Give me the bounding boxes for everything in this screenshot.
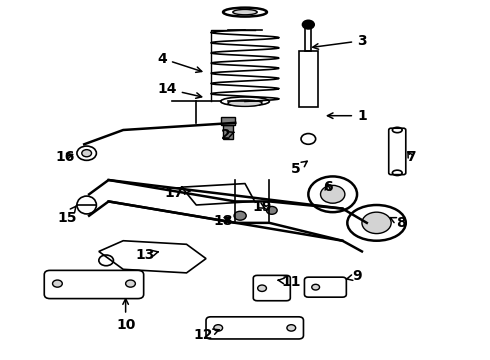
Text: 9: 9 [346,269,362,283]
Text: 6: 6 [323,180,333,194]
Ellipse shape [228,100,262,107]
Ellipse shape [287,325,295,331]
Ellipse shape [82,150,92,157]
Ellipse shape [125,280,135,287]
Text: 10: 10 [116,299,135,332]
Text: 12: 12 [194,328,219,342]
Ellipse shape [214,325,222,331]
Text: 17: 17 [165,185,190,199]
Text: 1: 1 [327,109,367,123]
Text: 5: 5 [291,161,307,176]
Text: 16: 16 [55,150,74,164]
Text: 2: 2 [220,129,234,142]
Text: 15: 15 [57,206,77,225]
Text: 13: 13 [135,248,158,262]
Ellipse shape [312,284,319,290]
Ellipse shape [52,280,62,287]
Bar [305,26,311,50]
Text: 4: 4 [157,51,202,72]
Text: 3: 3 [313,34,367,49]
Circle shape [302,20,314,29]
Ellipse shape [258,285,267,292]
Text: 18: 18 [213,214,233,228]
Text: 8: 8 [390,216,406,230]
Bar [223,125,233,139]
Ellipse shape [362,212,391,234]
Ellipse shape [267,206,277,214]
Text: 11: 11 [278,275,301,289]
Bar [220,117,235,125]
Ellipse shape [320,185,345,203]
Bar [298,50,318,107]
Ellipse shape [233,9,257,15]
Text: 19: 19 [252,200,272,214]
Text: 14: 14 [157,82,202,98]
Text: 7: 7 [406,150,416,164]
Ellipse shape [234,211,246,220]
